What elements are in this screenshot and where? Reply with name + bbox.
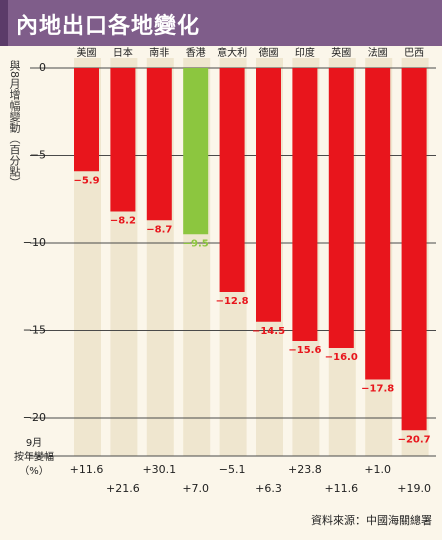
september-row-label: 按年變幅: [14, 450, 54, 463]
september-growth-value: +6.3: [255, 482, 282, 495]
category-label: 意大利: [217, 46, 247, 59]
bar: [365, 68, 391, 380]
title-accent: [0, 0, 8, 46]
y-tick-label: −15: [23, 324, 46, 337]
bar-value-label: −14.5: [252, 326, 285, 337]
bar: [183, 68, 209, 235]
september-growth-value: −5.1: [219, 463, 246, 476]
category-label: 德國: [259, 46, 279, 59]
y-tick-label: −5: [30, 149, 46, 162]
september-growth-value: +19.0: [397, 482, 431, 495]
source-note: 資料來源：中國海關總署: [311, 514, 432, 527]
september-row-label: （%）: [19, 465, 49, 477]
bar: [328, 68, 354, 348]
bar-chart: 0 −5 −10 −15 −20 美國 日本 南非 香港 意大利 德國 印度 英國 法國 巴西 −5.9 −8.…: [14, 46, 436, 495]
september-growth-value: +30.1: [142, 463, 176, 476]
category-label: 南非: [149, 46, 169, 59]
chart-title: 內地出口各地變化: [16, 14, 201, 39]
bar-value-label: −20.7: [398, 434, 431, 445]
category-label: 印度: [295, 46, 315, 59]
bar-value-label: −12.8: [216, 296, 249, 307]
bar-value-label: −15.6: [288, 345, 321, 356]
bar-value-label: −16.0: [325, 352, 358, 363]
category-label: 香港: [186, 47, 206, 59]
bar-value-label: −9.5: [183, 238, 209, 249]
september-row-label: 9月: [26, 437, 42, 449]
bar: [256, 68, 281, 322]
bar: [219, 68, 245, 292]
bar: [146, 68, 172, 221]
bar-value-label: −8.7: [146, 224, 172, 235]
september-growth-value: +1.0: [364, 463, 391, 476]
september-growth-value: +21.6: [106, 482, 140, 495]
bar: [401, 68, 427, 431]
category-label: 美國: [77, 46, 97, 59]
y-tick-label: −10: [23, 236, 46, 249]
category-label: 英國: [331, 46, 351, 59]
bar: [292, 68, 318, 341]
y-axis-label: 與8月增幅變動（百分點）: [8, 60, 21, 188]
bar: [110, 68, 136, 212]
category-label: 日本: [113, 46, 133, 59]
title-bar: 內地出口各地變化: [0, 0, 442, 46]
category-label: 巴西: [404, 47, 424, 59]
y-tick-label: 0: [39, 61, 46, 74]
september-growth-value: +7.0: [182, 482, 209, 495]
september-growth-value: +11.6: [324, 482, 358, 495]
september-growth-value: +11.6: [70, 463, 104, 476]
bar-value-label: −5.9: [73, 175, 99, 186]
bar-value-label: −17.8: [361, 384, 394, 395]
category-label: 法國: [368, 46, 388, 59]
september-growth-value: +23.8: [288, 463, 322, 476]
bar-value-label: −8.2: [110, 216, 136, 227]
y-tick-label: −20: [23, 411, 46, 424]
bar: [74, 68, 99, 172]
